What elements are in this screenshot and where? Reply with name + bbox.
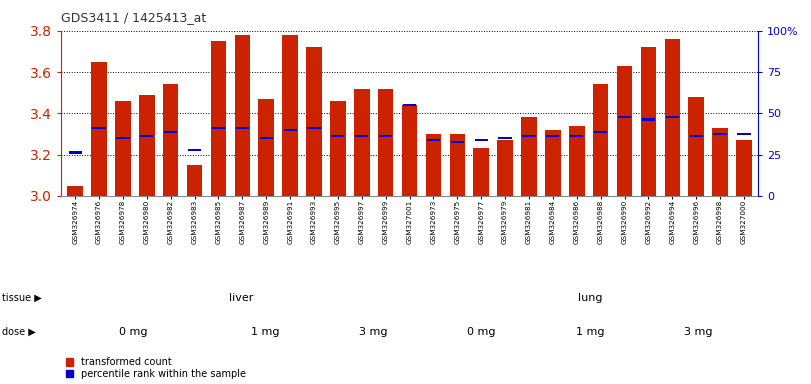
Bar (355, 135, 368, 137)
Bar (307, 47, 322, 196)
Bar (188, 149, 201, 151)
Bar (616, 66, 633, 196)
Bar (618, 116, 631, 118)
Bar (666, 116, 679, 118)
Bar (569, 126, 585, 196)
Bar (449, 134, 465, 196)
Bar (547, 135, 560, 137)
Bar (522, 135, 535, 137)
Bar (664, 39, 680, 196)
Bar (69, 151, 82, 154)
Bar (401, 105, 418, 196)
Bar (427, 139, 440, 141)
Bar (497, 140, 513, 196)
Bar (403, 104, 416, 106)
Text: 3 mg: 3 mg (359, 327, 388, 337)
Bar (642, 118, 655, 121)
Bar (354, 89, 370, 196)
Text: tissue ▶: tissue ▶ (2, 293, 41, 303)
Text: GDS3411 / 1425413_at: GDS3411 / 1425413_at (61, 12, 206, 25)
Text: 1 mg: 1 mg (251, 327, 280, 337)
Bar (593, 84, 608, 196)
Text: lung: lung (577, 293, 603, 303)
Bar (307, 127, 320, 129)
Bar (330, 101, 345, 196)
Text: 1 mg: 1 mg (576, 327, 604, 337)
Bar (474, 148, 489, 196)
Bar (737, 133, 750, 135)
Bar (714, 133, 727, 135)
Bar (211, 41, 226, 196)
Bar (594, 131, 607, 133)
Text: 3 mg: 3 mg (684, 327, 712, 337)
Bar (712, 128, 727, 196)
Bar (282, 35, 298, 196)
Bar (116, 137, 130, 139)
Bar (451, 141, 464, 143)
Bar (521, 118, 537, 196)
Bar (426, 134, 441, 196)
Bar (187, 165, 203, 196)
Bar (259, 99, 274, 196)
Legend: transformed count, percentile rank within the sample: transformed count, percentile rank withi… (66, 357, 247, 379)
Bar (164, 131, 178, 133)
Bar (379, 135, 393, 137)
Bar (140, 135, 153, 137)
Bar (332, 135, 345, 137)
Bar (641, 47, 656, 196)
Text: 0 mg: 0 mg (118, 327, 148, 337)
Bar (92, 127, 105, 129)
Bar (284, 129, 297, 131)
Bar (545, 130, 560, 196)
Text: 0 mg: 0 mg (467, 327, 496, 337)
Bar (736, 140, 752, 196)
Bar (570, 135, 583, 137)
Bar (689, 97, 704, 196)
Bar (92, 62, 107, 196)
Bar (115, 101, 131, 196)
Bar (212, 127, 225, 129)
Bar (689, 135, 703, 137)
Bar (234, 35, 250, 196)
Bar (139, 95, 155, 196)
Bar (236, 127, 249, 129)
Text: dose ▶: dose ▶ (2, 327, 36, 337)
Bar (474, 139, 487, 141)
Bar (163, 84, 178, 196)
Bar (67, 185, 83, 196)
Text: liver: liver (229, 293, 253, 303)
Bar (499, 137, 512, 139)
Bar (260, 137, 272, 139)
Bar (378, 89, 393, 196)
